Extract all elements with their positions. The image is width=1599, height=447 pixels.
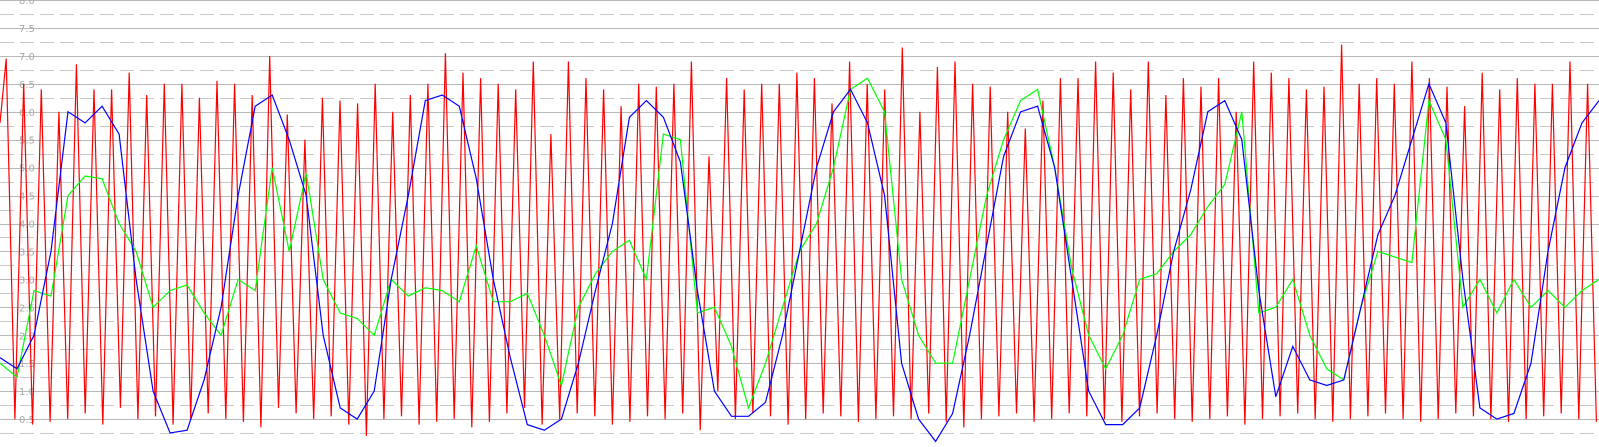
y-tick-label: 1.0 [19,387,35,398]
y-tick-label: 7.5 [19,24,35,35]
y-tick-label: 1.5 [19,359,35,370]
y-tick-label: 2.0 [19,331,35,342]
y-tick-label: 6.5 [19,80,35,91]
y-tick-label: 2.5 [19,303,35,314]
y-tick-label: 5.5 [19,136,35,147]
grid-lines [0,0,1599,434]
y-tick-label: 3.5 [19,247,35,258]
y-tick-label: 7.0 [19,52,35,63]
y-tick-label: 6.0 [19,108,35,119]
y-tick-label: 3.0 [19,275,35,286]
y-tick-label: 0.5 [19,415,35,426]
series-line-green [0,77,1599,410]
series-line-red [0,44,1597,436]
y-tick-label: 8.0 [19,0,35,7]
series-line-blue [0,82,1599,443]
y-tick-label: 5.0 [19,164,35,175]
series-lines [0,44,1599,443]
